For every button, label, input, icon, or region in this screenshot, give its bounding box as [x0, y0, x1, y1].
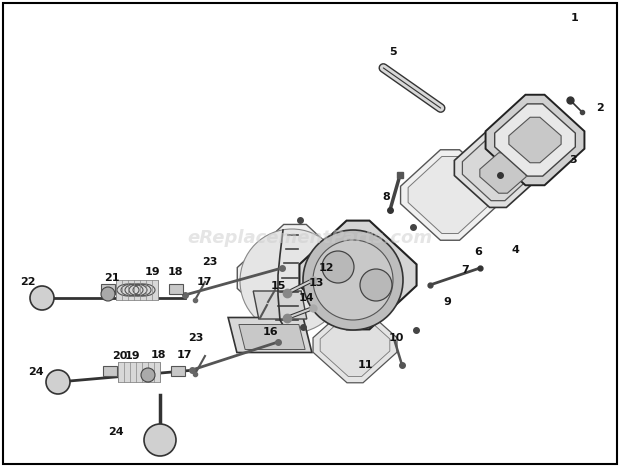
Bar — [171, 366, 185, 376]
Circle shape — [303, 230, 403, 330]
Bar — [103, 366, 117, 376]
Polygon shape — [299, 220, 417, 329]
Polygon shape — [313, 307, 397, 383]
Text: 9: 9 — [443, 297, 451, 307]
Bar — [169, 284, 183, 294]
Text: 4: 4 — [511, 245, 519, 255]
Text: 15: 15 — [270, 281, 286, 291]
Polygon shape — [237, 225, 353, 332]
Bar — [101, 284, 115, 294]
Text: 18: 18 — [150, 350, 166, 360]
Circle shape — [240, 229, 344, 333]
Polygon shape — [485, 95, 585, 185]
Text: 16: 16 — [262, 327, 278, 337]
Text: 11: 11 — [357, 360, 373, 370]
Circle shape — [46, 370, 70, 394]
Text: 1: 1 — [571, 13, 579, 23]
Text: 12: 12 — [318, 263, 334, 273]
Polygon shape — [246, 232, 344, 324]
Text: 6: 6 — [474, 247, 482, 257]
Text: 24: 24 — [28, 367, 44, 377]
Polygon shape — [320, 313, 390, 376]
Circle shape — [144, 424, 176, 456]
Polygon shape — [401, 150, 500, 240]
Circle shape — [313, 240, 393, 320]
Text: 17: 17 — [176, 350, 192, 360]
Polygon shape — [454, 128, 542, 207]
Circle shape — [30, 286, 54, 310]
Circle shape — [141, 368, 155, 382]
Text: 8: 8 — [382, 192, 390, 202]
Text: 13: 13 — [308, 278, 324, 288]
FancyBboxPatch shape — [118, 362, 160, 382]
Polygon shape — [253, 291, 307, 319]
Polygon shape — [509, 117, 561, 163]
Polygon shape — [239, 325, 305, 349]
Polygon shape — [228, 318, 312, 353]
Circle shape — [101, 287, 115, 301]
Text: 21: 21 — [104, 273, 120, 283]
Text: 22: 22 — [20, 277, 36, 287]
Text: eReplacementParts.com: eReplacementParts.com — [187, 229, 433, 247]
Text: 5: 5 — [389, 47, 397, 57]
Polygon shape — [408, 156, 492, 234]
Text: 23: 23 — [188, 333, 204, 343]
Text: 24: 24 — [108, 427, 124, 437]
Polygon shape — [480, 153, 526, 193]
Text: 14: 14 — [298, 293, 314, 303]
Circle shape — [360, 269, 392, 301]
Polygon shape — [495, 104, 575, 176]
Text: 20: 20 — [112, 351, 128, 361]
Text: 10: 10 — [388, 333, 404, 343]
Text: 17: 17 — [197, 277, 212, 287]
Text: 18: 18 — [167, 267, 183, 277]
Text: 23: 23 — [202, 257, 218, 267]
Polygon shape — [463, 135, 534, 201]
Text: 7: 7 — [461, 265, 469, 275]
Text: 19: 19 — [144, 267, 160, 277]
Text: 2: 2 — [596, 103, 604, 113]
FancyBboxPatch shape — [116, 280, 158, 300]
Text: 19: 19 — [125, 351, 141, 361]
Circle shape — [322, 251, 354, 283]
Text: 3: 3 — [569, 155, 577, 165]
